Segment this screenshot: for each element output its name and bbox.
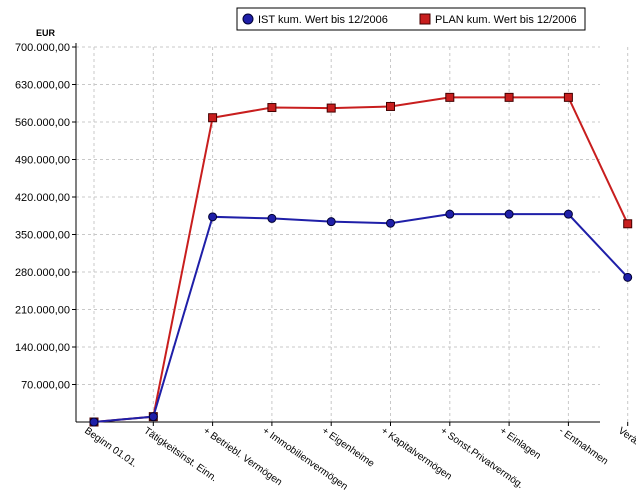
y-axis-unit-label: EUR [36,28,56,38]
x-tick-label: + Einlagen [497,425,542,461]
x-tick-label: - Entnahmen [557,425,610,467]
series-ist [89,209,633,427]
x-tick-label: Veränderung bis 31.12 [616,425,636,492]
series-plan [89,92,633,427]
series-layer [89,92,633,427]
y-tick-label: 280.000,00 [15,267,70,279]
data-point-ist [267,213,277,223]
x-tick-label: + Eigenheime [319,425,376,469]
y-tick-label: 490.000,00 [15,155,70,167]
y-tick-label: 140.000,00 [15,342,70,354]
data-point-ist [89,417,99,427]
y-tick-label: 210.000,00 [15,305,70,317]
legend-marker-circle [242,13,254,25]
axes [75,43,600,423]
data-point-plan [386,101,395,111]
y-tick-label: 560.000,00 [15,117,70,129]
data-point-plan [267,103,277,113]
y-tick-label: 420.000,00 [15,192,70,204]
x-tick-label: Beginn 01.01. [82,425,139,469]
y-tick-label: 700.000,00 [15,42,70,54]
data-point-ist [623,272,633,282]
y-tick-label: 70.000,00 [21,380,70,392]
data-point-ist [386,218,395,228]
data-point-plan [504,92,514,102]
data-point-ist [504,209,514,219]
data-point-plan [563,92,573,102]
y-tick-label: 350.000,00 [15,230,70,242]
legend-box [236,7,586,31]
data-point-plan [445,92,455,102]
data-point-ist [563,209,573,219]
x-axis-ticks: Beginn 01.01. Tätigkeitsinst. Einn.+ Betr… [82,422,636,493]
grid-lines [76,46,629,422]
data-point-ist [148,412,158,422]
legend-marker-square [419,13,431,25]
data-point-plan [208,113,218,123]
legend-label: IST kum. Wert bis 12/2006 [258,14,388,26]
series-line-ist [93,213,629,423]
data-point-plan [326,103,336,113]
legend-label: PLAN kum. Wert bis 12/2006 [435,14,577,26]
series-line-plan [93,96,629,423]
y-axis-ticks: 70.000,00 140.000,00 210.000,00 280.000,00 3… [15,42,76,392]
data-point-ist [445,209,455,219]
legend: IST kum. Wert bis 12/2006 PLAN kum. Wert … [236,7,586,31]
data-point-ist [208,212,218,222]
y-tick-label: 630.000,00 [15,80,70,92]
data-point-plan [623,219,633,229]
data-point-ist [326,217,336,227]
